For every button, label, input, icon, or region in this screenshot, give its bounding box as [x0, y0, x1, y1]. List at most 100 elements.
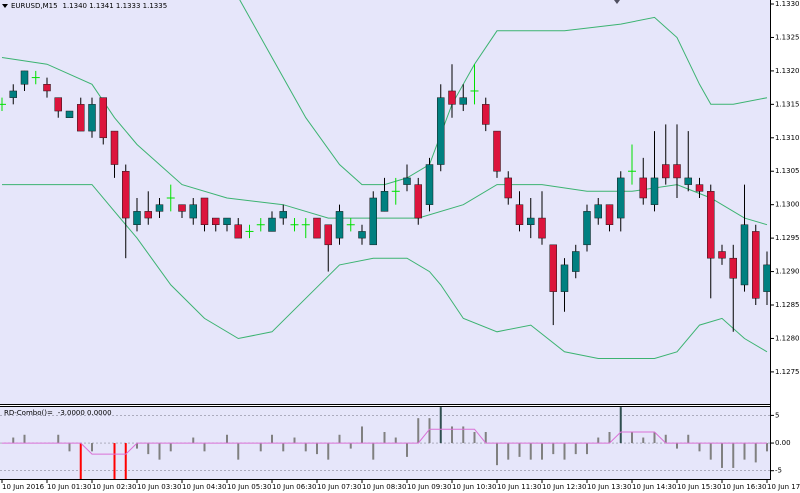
candle-body: [437, 97, 445, 165]
candle-body: [403, 177, 411, 185]
x-tick-label: 10 Jun 09:30: [407, 483, 451, 491]
symbol-icon: [2, 4, 8, 8]
candle-body: [335, 211, 344, 239]
y-tick-label: 0.00: [775, 439, 791, 447]
candle-body: [268, 217, 276, 232]
indicator-plot: [0, 407, 770, 479]
y-tick-label: 5: [775, 411, 779, 419]
y-tick-label: 1.1300: [775, 201, 800, 209]
candle-body: [9, 90, 17, 98]
candle-body: [43, 84, 51, 92]
candle-body: [650, 177, 659, 205]
candle-body: [583, 211, 591, 246]
candle-body: [54, 97, 62, 112]
candle-body: [515, 204, 524, 225]
candle-body: [234, 224, 242, 239]
candle-body: [223, 217, 231, 225]
candle-body: [493, 130, 501, 172]
candle-body: [200, 197, 209, 225]
x-tick-label: 10 Jun 17:30: [767, 483, 800, 491]
candle-body: [20, 70, 29, 85]
candle-body: [617, 177, 625, 219]
candle-body: [605, 204, 614, 225]
shift-marker: [614, 0, 620, 4]
y-tick-label: 1.1290: [775, 268, 800, 276]
candle-body: [65, 110, 74, 118]
candle-body: [538, 217, 546, 239]
quote-readout: 1.1340 1.1341 1.1333 1.1335: [63, 2, 168, 10]
x-tick-label: 10 Jun 03:30: [137, 483, 181, 491]
candle-body: [212, 217, 220, 225]
x-tick-label: 10 Jun 11:30: [497, 483, 541, 491]
x-tick-label: 10 Jun 02:30: [92, 483, 136, 491]
x-tick-label: 10 Jun 01:30: [47, 483, 91, 491]
candle-body: [560, 264, 569, 292]
y-tick-label: 1.1310: [775, 134, 800, 142]
candle-body: [718, 251, 726, 259]
y-tick-label: 1.1285: [775, 301, 800, 309]
bollinger-band: [1, 57, 768, 226]
signal-line: [2, 428, 767, 455]
x-tick-label: 10 Jun 13:30: [587, 483, 631, 491]
candle-body: [549, 244, 557, 292]
candle-body: [99, 97, 107, 139]
candle-body: [695, 184, 704, 192]
candle-body: [482, 104, 490, 125]
candle-body: [88, 104, 96, 132]
candle-body: [144, 211, 152, 219]
y-tick-label: 1.1330: [775, 0, 800, 8]
candle-body: [425, 164, 434, 205]
candle-body: [504, 177, 512, 199]
x-tick-label: 10 Jun 2016: [2, 483, 45, 491]
chart-title: EURUSD,M15: [11, 2, 58, 10]
candle-body: [155, 204, 164, 212]
y-tick-label: 1.1315: [775, 100, 800, 108]
candle-body: [740, 224, 749, 286]
x-tick-label: 10 Jun 10:30: [452, 483, 496, 491]
candle-body: [684, 177, 692, 185]
x-tick-label: 10 Jun 14:30: [632, 483, 676, 491]
bollinger-band: [2, 184, 768, 359]
candle-body: [369, 197, 377, 246]
candle-body: [380, 191, 389, 212]
candle-body: [662, 164, 670, 179]
candle-body: [448, 90, 456, 105]
candle-body: [673, 164, 681, 179]
y-tick-label: 1.1275: [775, 368, 800, 376]
candle-body: [279, 211, 287, 219]
x-tick-label: 10 Jun 12:30: [542, 483, 586, 491]
y-tick-label: -5: [775, 467, 782, 475]
y-tick-label: 1.1280: [775, 334, 800, 342]
candle-body: [324, 224, 332, 246]
x-tick-label: 10 Jun 15:30: [677, 483, 721, 491]
bollinger-band: [239, 0, 768, 186]
candle-body: [763, 264, 770, 292]
candle-body: [189, 204, 197, 219]
candle-body: [414, 184, 422, 219]
x-tick-label: 10 Jun 07:30: [317, 483, 361, 491]
indicator-title: RD-Combo()=: [4, 409, 53, 417]
candle-body: [122, 170, 130, 219]
x-tick-label: 10 Jun 05:30: [227, 483, 271, 491]
candle-body: [313, 217, 321, 239]
candle-body: [729, 257, 737, 279]
x-tick-label: 10 Jun 16:30: [722, 483, 766, 491]
candle-body: [527, 217, 535, 225]
candle-body: [594, 204, 602, 219]
y-tick-label: 1.1295: [775, 234, 800, 242]
x-tick-label: 10 Jun 04:30: [182, 483, 226, 491]
candle-body: [707, 191, 715, 259]
x-tick-label: 10 Jun 08:30: [362, 483, 406, 491]
candle-body: [572, 251, 580, 272]
candle-body: [77, 104, 85, 132]
y-tick-label: 1.1325: [775, 33, 800, 41]
candle-body: [110, 130, 119, 165]
candle-body: [459, 97, 467, 105]
candle-body: [178, 204, 186, 212]
y-tick-label: 1.1305: [775, 167, 800, 175]
candle-body: [358, 231, 366, 239]
indicator-readout: -3.0000 0.0000: [58, 409, 112, 417]
